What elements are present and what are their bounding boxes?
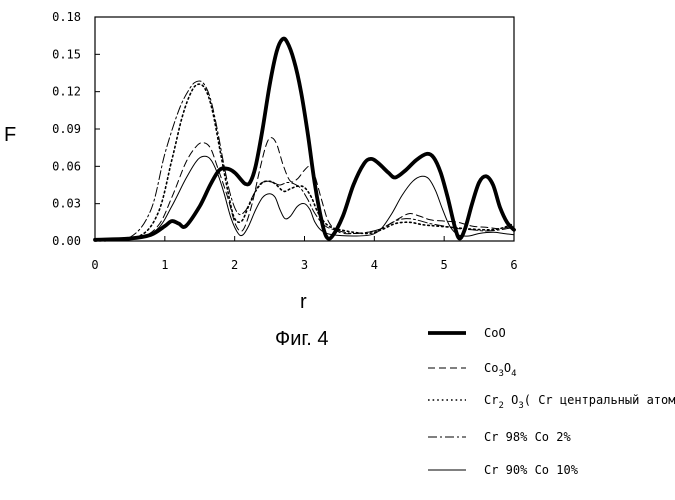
legend-label: Cr 90% Co 10% — [484, 463, 579, 477]
series-line-thick-solid — [95, 39, 514, 240]
y-tick-label: 0.09 — [52, 122, 81, 136]
y-tick-label: 0.15 — [52, 47, 81, 61]
y-tick-label: 0.12 — [52, 85, 81, 99]
x-tick-label: 5 — [441, 258, 448, 272]
x-tick-label: 1 — [161, 258, 168, 272]
x-axis-label: r — [300, 291, 307, 313]
legend-label: Cr2 O3( Cr центральный атом) — [484, 393, 675, 411]
series-line-dashed — [95, 138, 514, 241]
y-tick-label: 0.03 — [52, 197, 81, 211]
y-tick-label: 0.00 — [52, 234, 81, 248]
x-tick-label: 4 — [371, 258, 378, 272]
legend-label: CoO — [484, 326, 506, 340]
x-tick-label: 0 — [91, 258, 98, 272]
figure-caption: Фиг. 4 — [275, 328, 328, 350]
legend-label: Cr 98% Co 2% — [484, 430, 571, 444]
y-axis-label: F — [4, 124, 16, 146]
x-tick-label: 3 — [301, 258, 308, 272]
legend: CoO Co3O4 Cr2 O3( Cr центральный атом) Cr 9… — [428, 326, 675, 477]
plot-area: 0.00 0.03 0.06 0.09 0.12 0.15 0.18 0 1 2 3 4 5 6 — [52, 10, 518, 272]
x-tick-label: 2 — [231, 258, 238, 272]
legend-label: Co3O4 — [484, 361, 517, 379]
x-tick-label: 6 — [510, 258, 517, 272]
y-tick-label: 0.18 — [52, 10, 81, 24]
series-line-thin-solid — [95, 156, 514, 241]
y-tick-label: 0.06 — [52, 159, 81, 173]
